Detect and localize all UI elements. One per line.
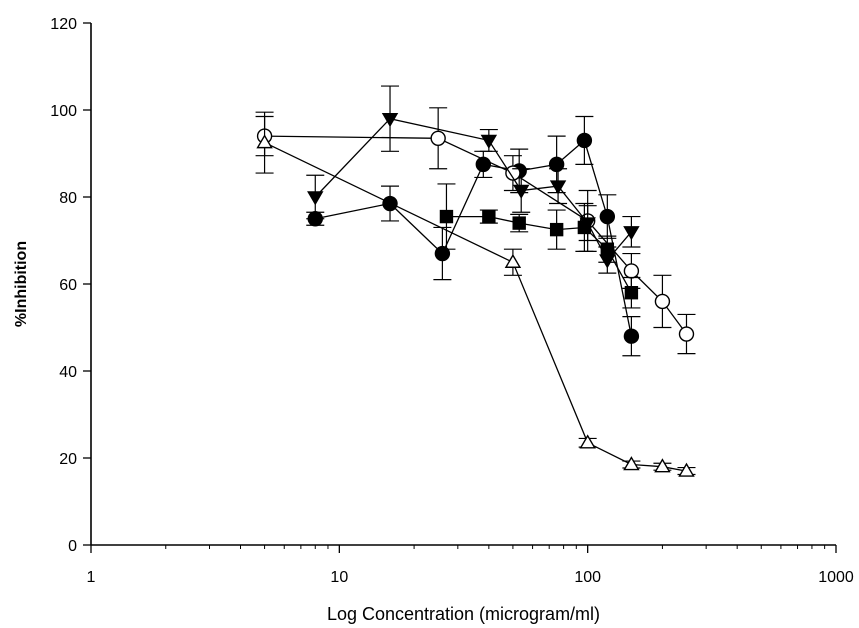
data-point (623, 328, 640, 344)
series-layer (255, 85, 696, 477)
data-point (576, 132, 593, 149)
data-point (548, 156, 565, 173)
data-point (579, 434, 596, 449)
y-tick-label: 0 (68, 538, 77, 555)
data-point (505, 165, 521, 181)
data-point (654, 293, 671, 310)
x-tick-label: 1000 (818, 569, 854, 586)
data-point (678, 326, 695, 342)
y-tick-label: 20 (59, 451, 77, 468)
x-axis-title: Log Concentration (microgram/ml) (327, 604, 600, 624)
y-tick-label: 100 (50, 103, 77, 120)
axes: 1 10 100 1000 0 20 40 60 80 100 120 (50, 16, 854, 586)
y-tick-label: 40 (59, 364, 77, 381)
data-point (512, 216, 526, 230)
series-open-triangle-up (255, 111, 696, 477)
data-point (654, 458, 671, 473)
data-point (307, 191, 324, 206)
data-point (430, 130, 446, 146)
data-point (577, 220, 592, 235)
x-tick-label: 100 (574, 569, 601, 586)
data-point (480, 134, 498, 149)
x-tick-label: 1 (87, 569, 96, 586)
data-point (482, 209, 496, 224)
y-tick-label: 120 (50, 16, 77, 33)
data-point (623, 226, 640, 241)
data-point (678, 462, 695, 477)
series-line (264, 142, 687, 472)
series-filled-square (437, 183, 641, 309)
data-point (439, 209, 454, 224)
data-point (623, 263, 640, 279)
y-axis-title: %Inhibition (13, 241, 30, 327)
y-tick-label: 60 (59, 277, 77, 294)
data-point (434, 245, 451, 262)
data-point (549, 222, 564, 237)
y-tick-label: 80 (59, 190, 77, 207)
data-point (623, 456, 640, 471)
x-tick-label: 10 (330, 569, 348, 586)
data-point (381, 112, 399, 128)
data-point (599, 208, 616, 225)
series-line (264, 135, 688, 335)
data-point (624, 286, 639, 300)
series-filled-triangle-down (306, 85, 641, 274)
data-point (600, 242, 615, 256)
series-filled-circle (306, 115, 641, 357)
data-point (504, 253, 522, 268)
data-point (512, 184, 530, 199)
data-point (256, 134, 273, 149)
data-point (549, 180, 567, 195)
